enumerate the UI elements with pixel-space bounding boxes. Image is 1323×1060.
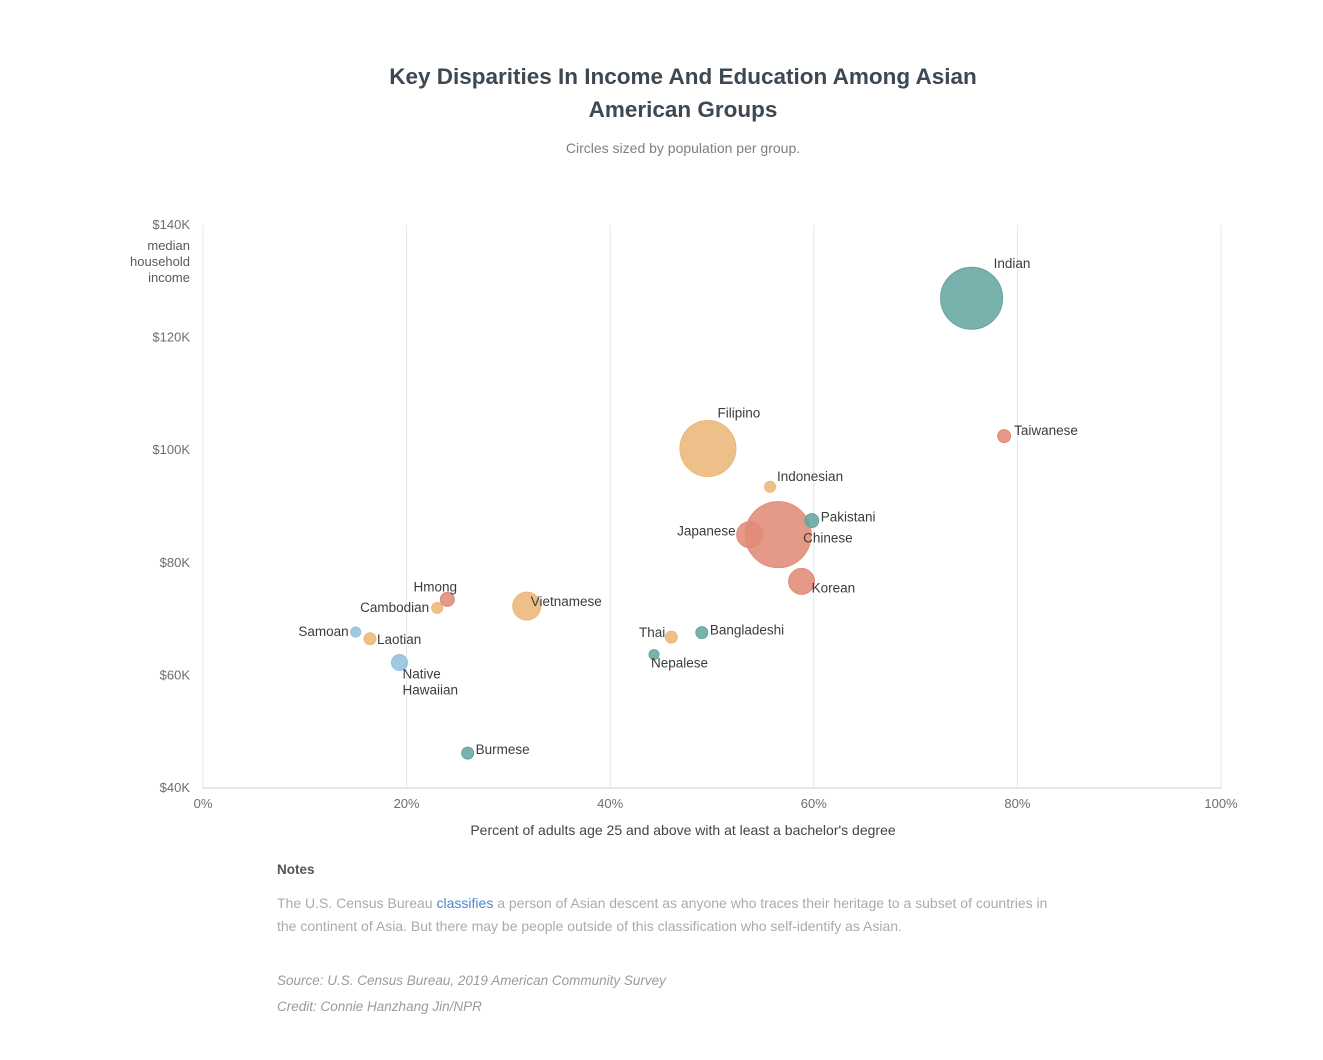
source-line: Source: U.S. Census Bureau, 2019 America… [277,973,666,988]
point-label-burmese: Burmese [476,742,530,757]
bubble-japanese[interactable] [736,521,764,549]
x-axis-title: Percent of adults age 25 and above with … [470,822,896,838]
bubble-thai[interactable] [664,630,678,644]
point-label-pakistani: Pakistani [821,510,876,525]
credit-line: Credit: Connie Hanzhang Jin/NPR [277,999,482,1014]
y-tick-label: $120K [152,330,190,345]
bubble-indonesian[interactable] [764,480,777,493]
bubble-pakistani[interactable] [804,513,820,529]
notes-paragraph: The U.S. Census Bureau classifies a pers… [277,892,1067,938]
chart-subtitle: Circles sized by population per group. [565,140,801,156]
point-label-samoan: Samoan [298,624,348,639]
bubble-native-hawaiian[interactable] [390,653,408,671]
y-axis-label: median [147,238,190,253]
bubble-filipino[interactable] [679,420,737,478]
bubble-burmese[interactable] [461,746,475,760]
point-label-indonesian: Indonesian [777,469,843,484]
point-label-cambodian: Cambodian [360,600,429,615]
point-label-vietnamese: Vietnamese [531,594,602,609]
y-axis-label: income [148,270,190,285]
notes-text-after-link: a person of Asian descent as anyone who … [277,895,1048,934]
bubble-chart: 0% 20% 40% 60% 80% 100% $40K $60K $80K $100K $120K… [130,217,1238,838]
chart-title: Key Disparities In Income And Education … [389,64,977,122]
y-tick-label: $60K [160,667,191,682]
y-axis-label: household [130,254,190,269]
point-label-hmong: Hmong [414,579,458,594]
bubble-samoan[interactable] [350,626,362,638]
bubble-nepalese[interactable] [648,649,660,661]
x-tick-label: 20% [394,796,420,811]
notes-heading: Notes [277,862,315,877]
notes-text-before-link: The U.S. Census Bureau [277,895,437,911]
point-label-chinese: Chinese [803,531,853,546]
point-label-japanese: Japanese [677,524,736,539]
point-label-bangladeshi: Bangladeshi [710,623,784,638]
bubble-hmong[interactable] [439,591,455,607]
point-label-nepalese: Nepalese [651,656,708,671]
x-tick-label: 60% [801,796,827,811]
point-label-taiwanese: Taiwanese [1014,423,1078,438]
x-tick-label: 0% [194,796,213,811]
y-tick-label: $100K [152,442,190,457]
bubble-taiwanese[interactable] [997,429,1012,444]
y-tick-label: $80K [160,555,191,570]
bubble-indian[interactable] [940,266,1004,330]
bubble-laotian[interactable] [363,632,377,646]
bubble-korean[interactable] [788,567,816,595]
y-tick-label: $140K [152,217,190,232]
point-label-laotian: Laotian [377,632,421,647]
point-label-native-hawaiian: Native [402,666,440,681]
x-tick-label: 40% [597,796,623,811]
bubble-bangladeshi[interactable] [695,626,709,640]
bubble-vietnamese[interactable] [512,591,542,621]
classifies-link[interactable]: classifies [436,895,494,911]
y-tick-label: $40K [160,780,191,795]
point-label-korean: Korean [812,580,856,595]
point-label-thai: Thai [639,625,665,640]
x-tick-label: 80% [1004,796,1030,811]
notes-section: Notes The U.S. Census Bureau classifies … [277,862,1067,1020]
x-tick-label: 100% [1204,796,1238,811]
bubble-cambodian[interactable] [431,601,444,614]
point-label-native-hawaiian: Hawaiian [402,682,458,697]
point-label-filipino: Filipino [718,406,761,421]
point-label-indian: Indian [994,256,1031,271]
